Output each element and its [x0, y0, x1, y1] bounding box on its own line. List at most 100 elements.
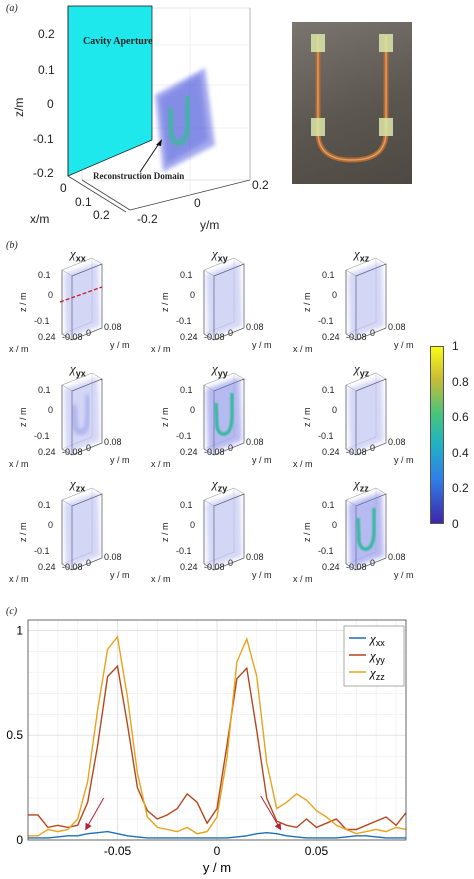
y-tick-b1: 0.08: [104, 437, 122, 447]
sample-photo: [292, 22, 412, 184]
y-tick-b0: 0: [86, 328, 92, 338]
chi-title-zy: χzy: [212, 476, 227, 494]
y-tick-b0: 0: [370, 328, 376, 338]
chi-volume-xy: [203, 257, 245, 341]
chi-subscript: xy: [217, 253, 228, 264]
y-axis-label-b: y / m: [394, 455, 414, 465]
panel-c-label: (c): [6, 606, 18, 617]
colorbar-tick: 0.4: [452, 445, 469, 460]
x-tick-b1: -0.08: [346, 562, 367, 572]
colorbar-tick: 0.2: [452, 481, 469, 496]
y-tick-label: 0.5: [6, 728, 23, 742]
x-tick-b1: -0.08: [62, 447, 83, 457]
y-tick-b0: 0: [370, 443, 376, 453]
chi-title-yy: χyy: [212, 361, 228, 379]
x-axis-label: y / m: [203, 860, 231, 875]
z-tick-b2: -0.1: [176, 431, 192, 441]
x-tick-b0: 0.24: [180, 562, 198, 572]
z-tick-b2: -0.1: [176, 546, 192, 556]
plot-frame: [27, 619, 407, 841]
z-tick-b0: 0.1: [180, 270, 193, 280]
z-tick-b2: -0.1: [176, 316, 192, 326]
y-tick-b0: 0: [228, 328, 234, 338]
x-axis-label-b: x / m: [293, 344, 313, 354]
z-axis-label-b: z / m: [302, 292, 312, 313]
colorbar-tick: 0.6: [452, 410, 469, 425]
chi-subscript: zx: [75, 483, 86, 494]
x-tick-b0: 0.24: [322, 562, 340, 572]
chi-symbol: χ: [70, 246, 76, 261]
x-tick-label: 0.05: [305, 844, 329, 858]
y-axis-label-b: y / m: [394, 570, 414, 580]
x-tick-b0: 0.24: [322, 332, 340, 342]
z-tick-b1: 0: [48, 405, 54, 415]
y-tick-b1: 0.08: [104, 322, 122, 332]
z-tick-b2: -0.1: [34, 546, 50, 556]
chi-subscript: yy: [217, 368, 228, 379]
y-axis-label-b: y / m: [394, 340, 414, 350]
legend-entry-1: χyy: [368, 648, 385, 665]
y-tick-label: 0: [16, 833, 23, 847]
chi-subscript: xz: [359, 253, 370, 264]
chi-symbol: χ: [70, 476, 76, 491]
series-line-2: [28, 635, 407, 837]
x-axis-label-b: x / m: [293, 459, 313, 469]
y-tick-b0: 0: [86, 443, 92, 453]
x-axis-label-b: x / m: [293, 574, 313, 584]
x-tick-b0: 0.24: [38, 562, 56, 572]
x-axis-label-b: x / m: [151, 459, 171, 469]
chi-volume-zz: [345, 487, 387, 571]
x-tick-a1: 0.1: [75, 195, 92, 209]
chi-symbol: χ: [70, 361, 76, 376]
z-tick-a1: 0.1: [38, 63, 55, 77]
z-tick-b2: -0.1: [34, 431, 50, 441]
z-tick-b1: 0: [190, 290, 196, 300]
z-tick-b1: 0: [332, 405, 338, 415]
z-axis-label-b: z / m: [160, 407, 170, 428]
z-tick-b2: -0.1: [318, 316, 334, 326]
colorbar-tick: 1: [452, 339, 459, 353]
chi-volume-xx: [59, 257, 103, 341]
z-tick-b0: 0.1: [38, 500, 51, 510]
x-tick-b0: 0.24: [322, 447, 340, 457]
chi-symbol: χ: [212, 476, 218, 491]
x-axis-label-b: x / m: [9, 344, 29, 354]
colorbar-tick: 0: [452, 517, 459, 531]
z-tick-b0: 0.1: [38, 270, 51, 280]
chi-volume-yy: [203, 372, 245, 456]
x-tick-b1: -0.08: [62, 562, 83, 572]
legend-entry-2: χzz: [368, 665, 385, 682]
z-tick-b1: 0: [190, 520, 196, 530]
y-axis-label-b: y / m: [110, 570, 130, 580]
z-tick-b0: 0.1: [322, 385, 335, 395]
y-tick-b0: 0: [228, 558, 234, 568]
y-tick-b1: 0.08: [246, 322, 264, 332]
chi-subscript: zz: [359, 483, 369, 494]
z-axis-label-b: z / m: [160, 292, 170, 313]
x-tick-b1: -0.08: [204, 447, 225, 457]
z-axis-label-b: z / m: [18, 407, 28, 428]
z-axis-label-b: z / m: [160, 522, 170, 543]
x-tick-b0: 0.24: [180, 332, 198, 342]
z-tick-b0: 0.1: [322, 270, 335, 280]
z-axis-label-b: z / m: [302, 522, 312, 543]
y-tick-a2: 0.2: [252, 178, 269, 192]
colorbar: [430, 346, 444, 524]
y-tick-b1: 0.08: [388, 437, 406, 447]
x-axis-label-a: x/m: [30, 212, 50, 226]
z-tick-b0: 0.1: [322, 500, 335, 510]
chi-title-xy: χxy: [212, 246, 228, 264]
panel-a-label: (a): [6, 3, 18, 14]
x-tick-a0: 0: [60, 181, 67, 195]
z-tick-b2: -0.1: [318, 546, 334, 556]
chi-subscript: yz: [359, 368, 370, 379]
z-tick-b1: 0: [48, 290, 54, 300]
chi-volume-zx: [61, 487, 103, 571]
chi-symbol: χ: [212, 246, 218, 261]
